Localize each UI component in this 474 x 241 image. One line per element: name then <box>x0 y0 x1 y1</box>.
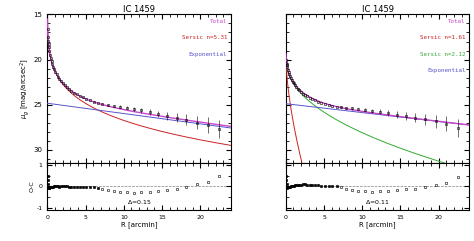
Text: Exponential: Exponential <box>189 52 227 57</box>
Text: Sersic n=2.12: Sersic n=2.12 <box>420 52 465 57</box>
Y-axis label: O-C: O-C <box>30 181 35 192</box>
Text: $\Delta$=0.15: $\Delta$=0.15 <box>127 198 152 206</box>
X-axis label: R [arcmin]: R [arcmin] <box>359 221 396 228</box>
X-axis label: R [arcmin]: R [arcmin] <box>121 221 157 228</box>
Text: Sersic n=5.31: Sersic n=5.31 <box>182 35 227 40</box>
Text: Exponential: Exponential <box>427 68 465 73</box>
Text: $\Delta$=0.11: $\Delta$=0.11 <box>365 198 390 206</box>
Title: IC 1459: IC 1459 <box>123 5 155 14</box>
Text: Sersic n=1.61: Sersic n=1.61 <box>420 35 465 40</box>
Text: Total: Total <box>448 19 465 24</box>
Title: IC 1459: IC 1459 <box>362 5 393 14</box>
Y-axis label: $\mu_g$ [mag/arcsec$^2$]: $\mu_g$ [mag/arcsec$^2$] <box>18 58 32 119</box>
Text: Total: Total <box>210 19 227 24</box>
